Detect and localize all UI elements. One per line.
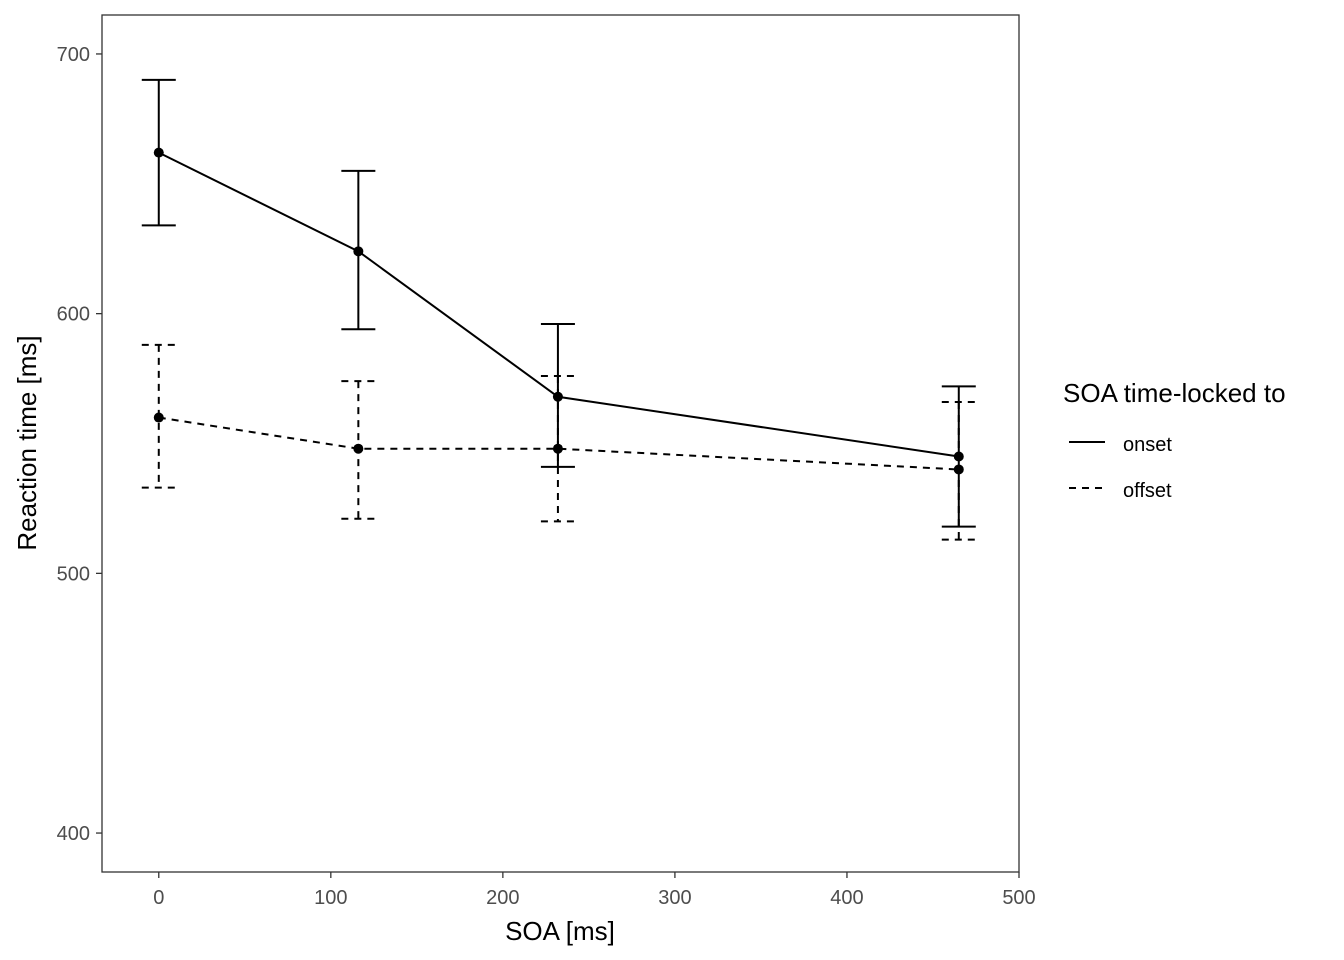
x-tick-label: 400 bbox=[830, 887, 863, 909]
panel-border bbox=[101, 14, 1020, 873]
x-tick-label: 200 bbox=[486, 887, 519, 909]
x-tick-label: 100 bbox=[314, 887, 347, 909]
data-point-onset bbox=[153, 147, 164, 158]
y-axis-title: Reaction time [ms] bbox=[12, 335, 42, 550]
series-line-onset bbox=[158, 151, 959, 458]
series-layer bbox=[141, 78, 976, 541]
legend-title: SOA time-locked to bbox=[1063, 378, 1286, 408]
x-axis: 0 100 200 300 400 500 bbox=[153, 872, 1036, 909]
legend-label-onset: onset bbox=[1123, 434, 1172, 456]
y-tick-label: 600 bbox=[57, 304, 90, 326]
data-point-onset bbox=[353, 246, 364, 257]
data-point-offset bbox=[153, 412, 164, 423]
y-tick-label: 500 bbox=[57, 563, 90, 585]
legend: SOA time-locked to onset offset bbox=[1063, 378, 1286, 502]
x-tick-label: 300 bbox=[658, 887, 691, 909]
series-line-offset bbox=[158, 416, 959, 471]
data-point-offset bbox=[353, 443, 364, 454]
legend-label-offset: offset bbox=[1123, 480, 1172, 502]
data-point-offset bbox=[953, 464, 964, 475]
data-point-offset bbox=[552, 443, 563, 454]
x-axis-title: SOA [ms] bbox=[505, 916, 615, 946]
x-tick-label: 0 bbox=[153, 887, 164, 909]
y-axis: 400 500 600 700 bbox=[57, 44, 102, 845]
data-point-onset bbox=[552, 391, 563, 402]
series-offset bbox=[141, 343, 976, 541]
y-tick-label: 700 bbox=[57, 44, 90, 66]
x-tick-label: 500 bbox=[1002, 887, 1035, 909]
y-tick-label: 400 bbox=[57, 823, 90, 845]
